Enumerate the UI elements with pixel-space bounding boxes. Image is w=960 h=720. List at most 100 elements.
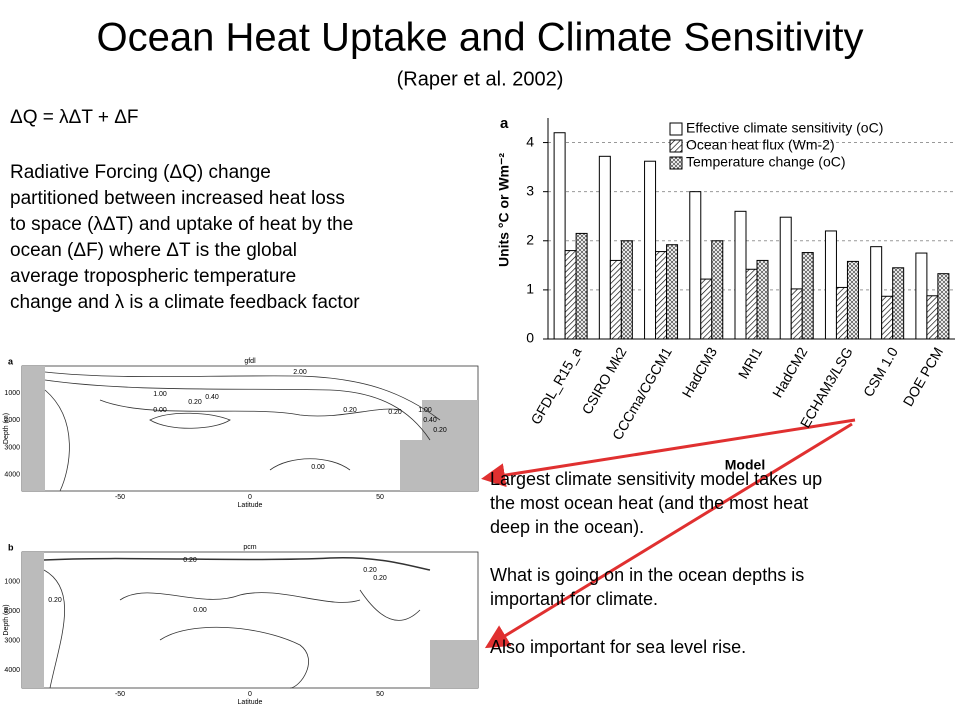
note-line: Largest climate sensitivity model takes … <box>490 469 822 489</box>
y-tick-label: 4000 <box>4 472 20 479</box>
x-tick-label: 50 <box>376 691 384 698</box>
contour-label: 0.40 <box>423 417 437 424</box>
contour-label: 2.00 <box>293 369 307 376</box>
bar <box>870 246 883 340</box>
x-tick-label: GFDL_R15_a <box>527 344 584 427</box>
y-tick-label: 4000 <box>4 667 20 674</box>
intro-line: ocean (ΔF) where ΔT is the global <box>10 240 297 261</box>
bar <box>835 286 848 340</box>
intro-line: change and λ is a climate feedback facto… <box>10 292 360 313</box>
panel-name: gfdl <box>244 358 256 365</box>
legend-label: Temperature change (oC) <box>686 154 846 170</box>
y-tick-label: 2000 <box>4 608 20 615</box>
contour-label: 0.40 <box>205 394 219 401</box>
y-axis-label: Depth (m) <box>3 604 10 635</box>
y-axis-label: Depth (m) <box>3 413 10 444</box>
x-tick-label: HadCM2 <box>769 344 811 400</box>
y-tick-label: 4 <box>526 133 534 149</box>
bar <box>881 295 894 340</box>
x-tick-label: MRI1 <box>735 344 766 381</box>
x-tick-label: CSIRO Mk2 <box>578 344 629 417</box>
contour-label: 0.20 <box>363 567 377 574</box>
legend-label: Effective climate sensitivity (oC) <box>686 120 883 136</box>
bar <box>666 244 679 340</box>
y-tick-label: 1000 <box>4 390 20 397</box>
contour-label: 1.00 <box>418 407 432 414</box>
panel-label: b <box>8 542 14 552</box>
contour-label: 0.00 <box>311 464 325 471</box>
intro-line: to space (λΔT) and uptake of heat by the <box>10 214 353 235</box>
title: Ocean Heat Uptake and Climate Sensitivit… <box>96 16 863 60</box>
x-tick-label: 0 <box>248 691 252 698</box>
intro-line: partitioned between increased heat loss <box>10 188 345 209</box>
bar <box>564 250 577 340</box>
contour-label: 0.20 <box>183 557 197 564</box>
contour-label: 0.20 <box>188 399 202 406</box>
bar <box>655 251 668 340</box>
y-axis-label: Units °C or Wm⁻² <box>496 153 512 267</box>
contour-label: 0.00 <box>193 607 207 614</box>
panel-label: a <box>500 115 509 132</box>
y-tick-label: 3000 <box>4 638 20 645</box>
panel-label: a <box>8 356 14 366</box>
y-tick-label: 1000 <box>4 578 20 585</box>
x-tick-label: CSM 1.0 <box>860 344 901 399</box>
bar <box>824 230 837 340</box>
contour-label: 1.00 <box>153 391 167 398</box>
bar <box>711 240 724 340</box>
x-axis-label: Latitude <box>238 699 263 706</box>
y-tick-label: 1 <box>526 281 534 297</box>
contour-label: 0.20 <box>48 597 62 604</box>
bar <box>620 240 633 340</box>
bar <box>575 232 588 340</box>
x-tick-label: 0 <box>248 494 252 501</box>
x-axis-label: Model <box>725 457 765 473</box>
x-tick-label: HadCM3 <box>679 344 721 400</box>
note-line: the most ocean heat (and the most heat <box>490 493 808 513</box>
bar <box>553 132 566 340</box>
bar <box>745 268 758 340</box>
contour-label: 0.20 <box>373 575 387 582</box>
bar <box>756 259 769 340</box>
intro-line: average tropospheric temperature <box>10 266 296 287</box>
y-tick-label: 3 <box>526 182 534 198</box>
arrow <box>484 422 853 649</box>
bar <box>700 278 713 340</box>
bar <box>937 273 950 340</box>
y-tick-label: 3000 <box>4 444 20 451</box>
bar <box>779 216 792 340</box>
contour-label: 0.20 <box>388 409 402 416</box>
y-tick-label: 2 <box>526 231 534 247</box>
note-line: What is going on in the ocean depths is <box>490 565 804 585</box>
bar <box>689 191 702 340</box>
x-tick-label: -50 <box>115 494 125 501</box>
bar <box>846 260 859 340</box>
panel-name: pcm <box>243 544 256 551</box>
y-tick-label: 0 <box>526 330 534 346</box>
bar <box>644 160 657 340</box>
bar <box>801 252 814 340</box>
bar <box>790 288 803 340</box>
bar <box>609 259 622 340</box>
legend-swatch <box>669 139 683 153</box>
contour-art <box>21 365 479 689</box>
x-tick-label: DOE PCM <box>900 344 947 409</box>
bar <box>734 210 747 340</box>
contour-label: 0.00 <box>153 407 167 414</box>
bar <box>598 155 611 340</box>
bar <box>892 267 905 340</box>
note-line: deep in the ocean). <box>490 517 644 537</box>
x-tick-label: -50 <box>115 691 125 698</box>
contour-label: 0.20 <box>343 407 357 414</box>
x-tick-label: 50 <box>376 494 384 501</box>
bar <box>915 252 928 340</box>
legend-label: Ocean heat flux (Wm-2) <box>686 137 835 153</box>
contour-label: 0.20 <box>433 427 447 434</box>
intro-line: Radiative Forcing (ΔQ) change <box>10 162 271 183</box>
arrow <box>481 418 856 488</box>
x-axis-label: Latitude <box>238 502 263 509</box>
bar <box>926 295 939 340</box>
subtitle: (Raper et al. 2002) <box>397 68 564 90</box>
y-tick-label: 2000 <box>4 417 20 424</box>
